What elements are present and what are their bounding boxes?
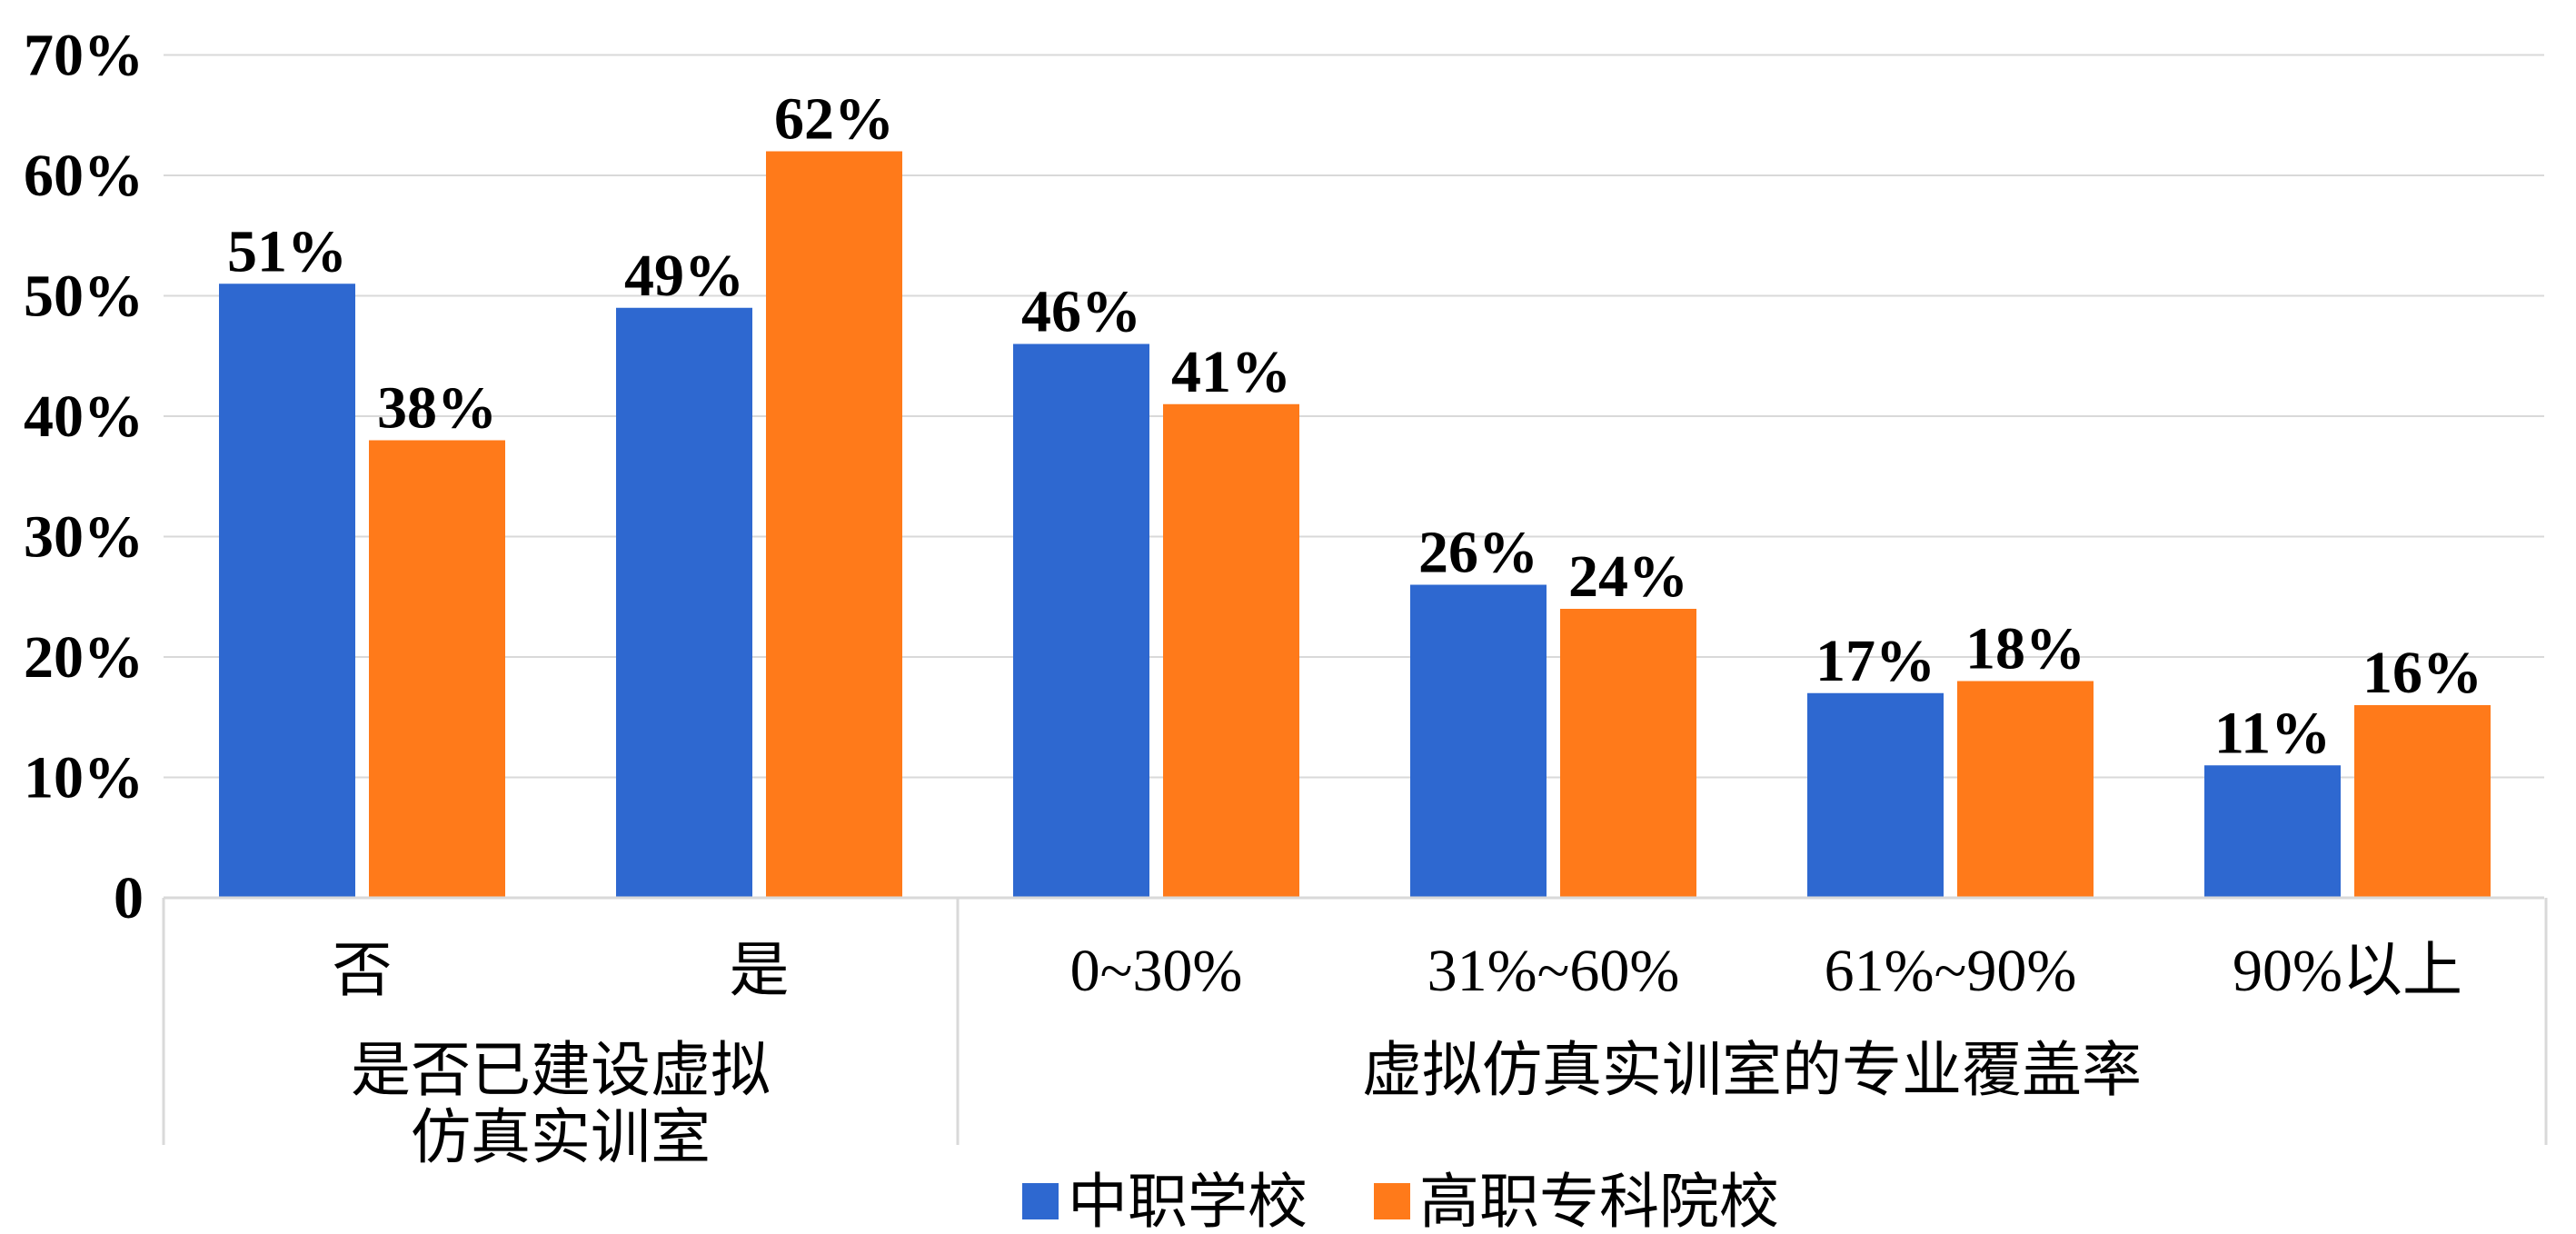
bar xyxy=(1560,609,1696,898)
bar xyxy=(219,284,355,898)
data-label: 16% xyxy=(2362,640,2482,706)
bars xyxy=(219,151,2491,898)
bar xyxy=(369,440,505,898)
bar xyxy=(1163,403,1299,898)
data-label: 51% xyxy=(227,218,347,284)
legend-swatch xyxy=(1022,1183,1059,1219)
legend-label: 中职学校 xyxy=(1068,1169,1308,1229)
x-category-label: 是 xyxy=(730,938,790,1004)
labels: 51% 38% 49% 62% 46% 41% 26% 24% 17% 18% 11% 16% xyxy=(227,86,2482,767)
data-label: 24% xyxy=(1568,543,1688,610)
bar xyxy=(2354,705,2491,898)
x-category-label: 90%以上 xyxy=(2233,938,2462,1004)
bar xyxy=(1807,692,1944,898)
bar xyxy=(1957,681,2094,898)
x-group-label: 是否已建设虚拟 xyxy=(351,1038,771,1104)
bar xyxy=(2204,765,2341,898)
data-label: 41% xyxy=(1171,339,1291,405)
y-tick-label: 60% xyxy=(24,143,144,209)
data-label: 49% xyxy=(624,243,744,309)
y-tick-label: 10% xyxy=(24,745,144,811)
data-label: 38% xyxy=(377,375,497,442)
x-category-label: 61%~90% xyxy=(1825,938,2077,1004)
legend: 中职学校 高职专科院校 xyxy=(1022,1169,1779,1234)
legend-label: 高职专科院校 xyxy=(1419,1169,1779,1229)
bar xyxy=(766,151,902,898)
data-label: 17% xyxy=(1815,628,1935,694)
bar xyxy=(1013,343,1149,898)
x-category-label: 31%~60% xyxy=(1427,938,1680,1004)
y-tick-label: 50% xyxy=(24,264,144,330)
y-tick-label: 70% xyxy=(24,23,144,89)
bar xyxy=(1410,584,1547,898)
bar xyxy=(616,307,752,898)
y-tick-label: 40% xyxy=(24,383,144,450)
data-label: 11% xyxy=(2214,700,2331,766)
y-tick-label: 20% xyxy=(24,624,144,691)
y-tick-label: 30% xyxy=(24,504,144,571)
gridlines xyxy=(164,54,2544,779)
x-category-label: 0~30% xyxy=(1070,938,1243,1004)
data-label: 26% xyxy=(1418,520,1538,586)
data-label: 46% xyxy=(1021,279,1141,345)
x-group-label: 虚拟仿真实训室的专业覆盖率 xyxy=(1362,1038,2142,1104)
y-tick-label: 0 xyxy=(114,865,144,931)
axes: 0 10% 20% 30% 40% 50% 60% 70% 否 是 0~30% 31%~60% 61%~… xyxy=(24,23,2548,1171)
legend-swatch xyxy=(1374,1183,1410,1219)
x-category-label: 否 xyxy=(333,938,393,1004)
data-label: 18% xyxy=(1965,616,2085,682)
x-group-label: 仿真实训室 xyxy=(411,1105,711,1171)
data-label: 62% xyxy=(774,86,894,153)
